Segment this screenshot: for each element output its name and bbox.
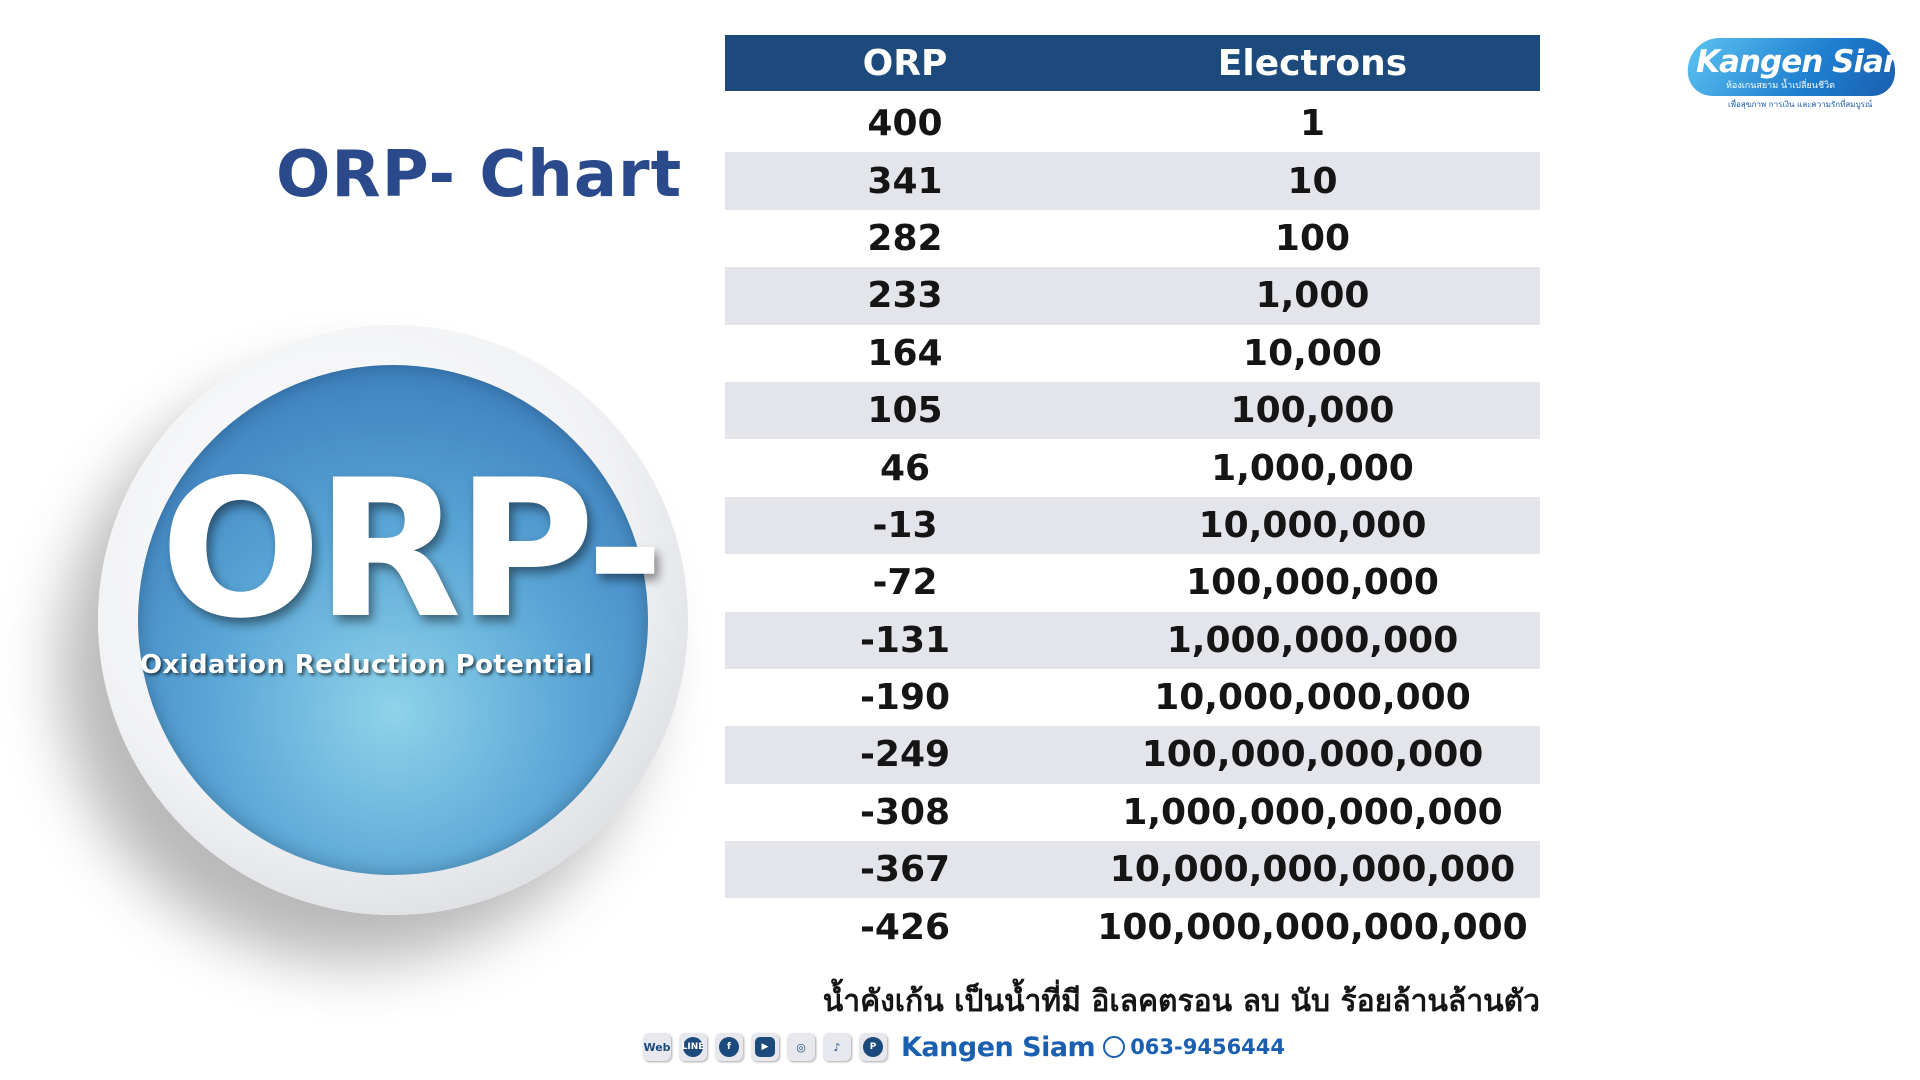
orp-table-container: ORP Electrons 400 1 341 10 282 100 233 1,000…	[725, 35, 1540, 956]
table-row: 282 100	[725, 210, 1540, 267]
orp-badge	[98, 325, 688, 915]
orp-cell: -131	[725, 611, 1085, 669]
table-row: -249 100,000,000,000	[725, 726, 1540, 784]
whatsapp-icon	[1103, 1036, 1126, 1058]
table-row: 233 1,000	[725, 267, 1540, 325]
electrons-cell: 10,000	[1243, 332, 1382, 374]
footnote-thai: น้ำคังเก้น เป็นน้ำที่มี อิเลคตรอน ลบ นับ…	[822, 984, 1540, 1019]
orp-table: ORP Electrons 400 1 341 10 282 100 233 1,000…	[725, 35, 1540, 956]
footer-phone-number: 063-9456444	[1130, 1035, 1286, 1059]
table-row: 341 10	[725, 152, 1540, 210]
kangen-siam-logo[interactable]: Kangen Siam ห้องเกนสยาม น้ำเปลี่ยนชีวิต …	[1682, 32, 1915, 110]
tiktok-icon[interactable]: ♪	[823, 1033, 851, 1061]
orp-cell: 164	[867, 332, 943, 374]
header-orp: ORP	[725, 35, 1085, 91]
facebook-icon-glyph: f	[719, 1037, 739, 1057]
table-row: -190 10,000,000,000	[725, 669, 1540, 726]
pinterest-icon-glyph: P	[863, 1037, 883, 1057]
table-row: 105 100,000	[725, 381, 1540, 440]
table-row: -72 100,000,000	[725, 554, 1540, 611]
electrons-cell: 1	[1299, 103, 1326, 145]
electrons-cell: 10,000,000,000	[1154, 677, 1471, 719]
table-header-row: ORP Electrons	[725, 35, 1540, 91]
web-icon[interactable]: Web	[643, 1033, 671, 1061]
orp-cell: -308	[859, 791, 951, 833]
badge-big-text: ORP-	[160, 439, 665, 660]
electrons-cell: 10	[1085, 152, 1540, 210]
electrons-cell: 100	[1274, 217, 1351, 259]
electrons-cell: 1,000,000,000	[1085, 611, 1540, 669]
orp-cell: -190	[859, 677, 951, 719]
header-electrons: Electrons	[1085, 35, 1540, 91]
youtube-icon-glyph: ▶	[755, 1037, 775, 1057]
orp-cell: 282	[867, 217, 943, 259]
orp-cell: -426	[859, 906, 951, 948]
youtube-icon[interactable]: ▶	[751, 1033, 779, 1061]
table-row: 46 1,000,000	[725, 439, 1540, 496]
orp-cell: 105	[725, 381, 1085, 440]
table-row: -131 1,000,000,000	[725, 611, 1540, 669]
electrons-cell: 1,000,000,000,000	[1122, 791, 1503, 833]
table-row: 400 1	[725, 95, 1540, 152]
electrons-cell: 1,000	[1085, 267, 1540, 325]
orp-cell: -13	[725, 496, 1085, 555]
orp-cell: 400	[867, 103, 943, 145]
electrons-cell: 10,000,000,000,000	[1085, 841, 1540, 899]
orp-cell: 46	[879, 447, 931, 489]
orp-cell: 233	[725, 267, 1085, 325]
table-row: -426 100,000,000,000,000	[725, 898, 1540, 955]
footer-contact-bar: Web LINE f ▶ ◎ ♪ P Kangen Siam 063-94564…	[643, 1030, 1285, 1064]
electrons-cell: 100,000,000,000,000	[1097, 906, 1528, 948]
footer-phone[interactable]: 063-9456444	[1103, 1035, 1285, 1059]
page-title: ORP- Chart	[276, 138, 683, 212]
badge-subtitle: Oxidation Reduction Potential	[140, 650, 593, 680]
electrons-cell: 100,000,000,000	[1085, 726, 1540, 784]
electrons-cell: 1,000,000	[1211, 447, 1414, 489]
table-row: -13 10,000,000	[725, 496, 1540, 555]
line-icon[interactable]: LINE	[679, 1033, 707, 1061]
logo-tagline-secondary: เพื่อสุขภาพ การเงิน และความรักที่สมบูรณ์	[1728, 100, 1873, 109]
table-row: -308 1,000,000,000,000	[725, 784, 1540, 841]
badge-inner-circle	[138, 365, 648, 875]
orp-cell: -72	[872, 562, 938, 604]
electrons-cell: 100,000	[1085, 381, 1540, 440]
orp-cell: -367	[725, 841, 1085, 899]
table-row: -367 10,000,000,000,000	[725, 841, 1540, 899]
orp-cell: 341	[725, 152, 1085, 210]
footer-brand: Kangen Siam	[901, 1031, 1096, 1063]
logo-tagline: ห้องเกนสยาม น้ำเปลี่ยนชีวิต	[1726, 81, 1835, 91]
logo-brand-text: Kangen Siam	[1696, 44, 1915, 80]
pinterest-icon[interactable]: P	[859, 1033, 887, 1061]
electrons-cell: 100,000,000	[1186, 562, 1439, 604]
instagram-icon[interactable]: ◎	[787, 1033, 815, 1061]
table-spacer	[725, 91, 1540, 95]
electrons-cell: 10,000,000	[1085, 496, 1540, 555]
facebook-icon[interactable]: f	[715, 1033, 743, 1061]
orp-cell: -249	[725, 726, 1085, 784]
line-icon-glyph: LINE	[682, 1037, 704, 1057]
table-row: 164 10,000	[725, 325, 1540, 382]
